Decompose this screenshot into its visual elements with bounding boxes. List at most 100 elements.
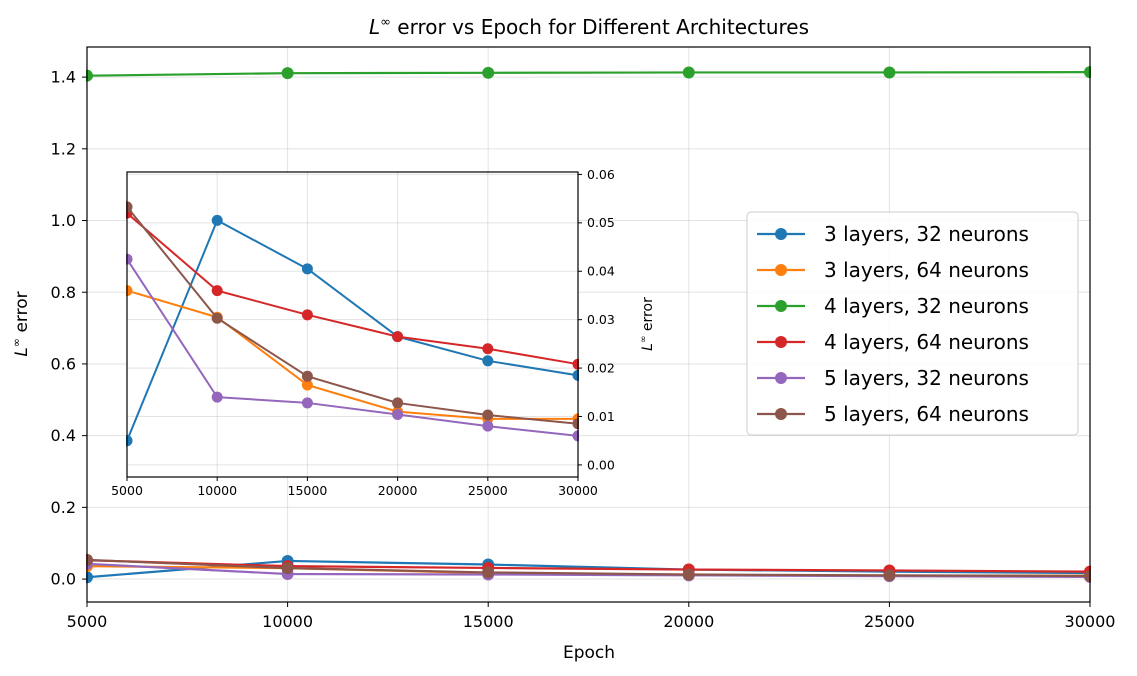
legend-item-4-layers-64-neurons: 4 layers, 64 neurons — [757, 330, 1029, 354]
inset-data-point — [482, 409, 494, 421]
inset-y-tick-label: 0.05 — [587, 215, 615, 230]
main-series-5-layers-64-neurons — [86, 553, 1091, 583]
legend: 3 layers, 32 neurons 3 layers, 64 neurons… — [746, 211, 1079, 436]
inset-series-clip — [126, 201, 579, 447]
main-data-point — [482, 66, 495, 79]
inset-series-5-layers-64-neurons — [126, 201, 579, 430]
inset-data-point — [301, 397, 313, 409]
inset-data-point — [482, 420, 494, 432]
main-x-tick-label: 30000 — [1065, 612, 1116, 631]
inset-x-tick-label: 20000 — [378, 483, 418, 498]
inset-data-point — [301, 370, 313, 382]
inset-data-point — [572, 418, 579, 430]
inset-data-point — [126, 285, 133, 297]
inset-x-tick-label: 5000 — [111, 483, 143, 498]
inset-y-tick-label: 0.04 — [587, 264, 615, 279]
main-y-tick-label: 1.0 — [51, 211, 76, 230]
inset-data-point — [482, 343, 494, 355]
legend-marker — [775, 336, 787, 348]
inset-y-tick-label: 0.01 — [587, 409, 615, 424]
legend-marker — [775, 408, 787, 420]
inset-y-axis-label: L∞ error — [639, 297, 656, 351]
inset-data-point — [126, 435, 133, 447]
legend-label: 3 layers, 64 neurons — [824, 258, 1029, 282]
inset-plot-frame — [126, 171, 579, 478]
main-series-clip — [86, 66, 1091, 584]
inset-data-point — [211, 214, 223, 226]
inset-data-point — [301, 379, 313, 391]
main-data-point — [883, 66, 896, 79]
inset-x-tick-label: 25000 — [468, 483, 508, 498]
inset-data-point — [392, 409, 404, 421]
inset-data-point — [392, 331, 404, 343]
inset-data-point — [482, 355, 494, 367]
main-series-line — [86, 559, 1091, 573]
y-axis-label: L∞ error — [10, 291, 32, 356]
inset-x-tick-label: 15000 — [288, 483, 328, 498]
inset-data-point — [126, 253, 133, 265]
main-data-point — [883, 569, 896, 582]
legend-marker — [775, 264, 787, 276]
legend-item-4-layers-32-neurons: 4 layers, 32 neurons — [757, 294, 1029, 318]
inset-series-line — [126, 219, 579, 442]
main-y-tick-label: 1.2 — [51, 139, 76, 158]
inset-data-point — [392, 397, 404, 409]
inset-background — [127, 172, 578, 477]
inset-chart: 5000 10000 15000 20000 25000 30000 0.000.010.… — [111, 167, 656, 498]
main-x-tick-label: 5000 — [67, 612, 108, 631]
legend-item-5-layers-32-neurons: 5 layers, 32 neurons — [757, 366, 1029, 390]
legend-item-3-layers-64-neurons: 3 layers, 64 neurons — [757, 258, 1029, 282]
legend-item-3-layers-32-neurons: 3 layers, 32 neurons — [757, 222, 1029, 246]
main-data-point — [1084, 66, 1091, 79]
inset-data-point — [572, 369, 579, 381]
main-y-tick-label: 0.6 — [51, 355, 76, 374]
main-y-tick-label: 0.8 — [51, 283, 76, 302]
inset-series-group — [126, 201, 579, 447]
main-x-tick-label: 10000 — [262, 612, 313, 631]
inset-data-point — [301, 263, 313, 275]
main-data-point — [86, 571, 93, 584]
inset-y-tick-label: 0.02 — [587, 360, 615, 375]
main-data-point — [682, 66, 695, 79]
main-series-line — [86, 559, 1091, 579]
inset-y-tick-label: 0.06 — [587, 167, 615, 182]
legend-label: 5 layers, 32 neurons — [824, 366, 1029, 390]
inset-y-axis: 0.00 0.01 0.02 0.03 0.04 0.05 0.06 — [578, 167, 615, 472]
inset-x-axis: 5000 10000 15000 20000 25000 30000 — [111, 477, 598, 498]
main-y-tick-label: 0.4 — [51, 426, 76, 445]
inset-x-tick-label: 10000 — [197, 483, 237, 498]
main-y-tick-label: 0.2 — [51, 498, 76, 517]
inset-data-point — [301, 309, 313, 321]
main-data-point — [86, 553, 93, 566]
main-data-point — [482, 566, 495, 579]
inset-data-point — [211, 312, 223, 324]
main-series-group — [86, 66, 1091, 584]
inset-data-point — [572, 430, 579, 442]
legend-label: 3 layers, 32 neurons — [824, 222, 1029, 246]
inset-series-line — [126, 258, 579, 437]
inset-data-point — [126, 201, 133, 213]
main-data-point — [281, 67, 294, 80]
legend-marker — [775, 228, 787, 240]
main-series-4-layers-32-neurons — [86, 66, 1091, 82]
main-y-axis: 0.0 0.2 0.4 0.6 0.8 1.0 1.2 1.4 — [51, 68, 87, 589]
legend-label: 5 layers, 64 neurons — [824, 402, 1029, 426]
main-data-point — [86, 69, 93, 82]
inset-y-tick-label: 0.03 — [587, 312, 615, 327]
inset-y-tick-label: 0.00 — [587, 457, 615, 472]
inset-series-line — [126, 289, 578, 420]
main-plot-frame — [86, 46, 1091, 603]
legend-item-5-layers-64-neurons: 5 layers, 64 neurons — [757, 402, 1029, 426]
inset-series-line — [126, 212, 579, 366]
main-y-tick-label: 1.4 — [51, 68, 76, 87]
inset-series-line — [126, 206, 579, 425]
main-data-point — [281, 562, 294, 575]
legend-label: 4 layers, 64 neurons — [824, 330, 1029, 354]
inset-x-tick-label: 30000 — [558, 483, 598, 498]
inset-data-point — [211, 391, 223, 403]
main-series-line — [86, 71, 1091, 77]
main-x-tick-label: 15000 — [463, 612, 514, 631]
main-data-point — [682, 568, 695, 581]
inset-data-point — [211, 285, 223, 297]
